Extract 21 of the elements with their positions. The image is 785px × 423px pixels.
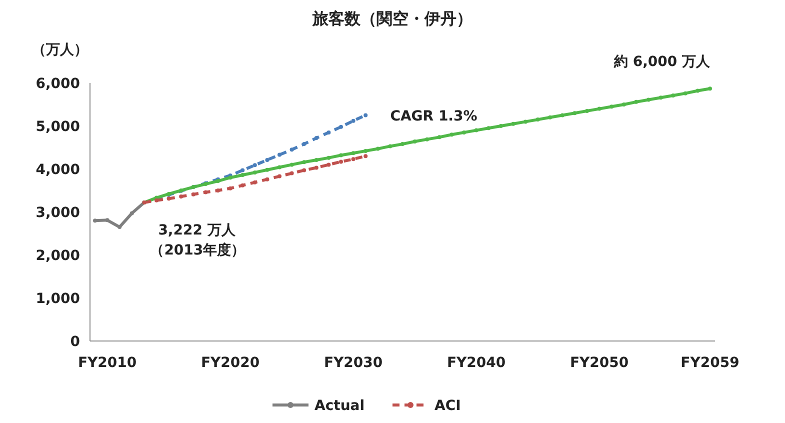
x-tick-label: FY2010 bbox=[78, 355, 137, 371]
legend-label: ACI bbox=[434, 398, 461, 414]
y-tick-label: 2,000 bbox=[36, 248, 80, 264]
y-tick-label: 0 bbox=[70, 334, 80, 350]
y-tick-label: 6,000 bbox=[36, 76, 80, 92]
legend-label: Actual bbox=[314, 398, 365, 414]
y-tick-label: 4,000 bbox=[36, 162, 80, 178]
x-tick-label: FY2030 bbox=[324, 355, 383, 371]
x-tick-label: FY2020 bbox=[200, 355, 260, 371]
x-tick-label: FY2050 bbox=[570, 355, 629, 371]
text: 約 6,000 万人 bbox=[612, 54, 711, 70]
annotation: （2013年度） bbox=[150, 242, 246, 259]
x-tick-label: FY2059 bbox=[680, 355, 740, 371]
y-axis-title: （万人） bbox=[32, 42, 88, 58]
y-tick-label: 5,000 bbox=[36, 119, 80, 135]
y-tick-label: 3,000 bbox=[36, 205, 80, 221]
annotation: 3,222 万人 bbox=[158, 222, 236, 239]
annotation: CAGR 1.3% bbox=[390, 108, 478, 125]
y-tick-label: 1,000 bbox=[36, 291, 80, 307]
x-tick-label: FY2040 bbox=[446, 355, 506, 371]
chart-title: 旅客数（関空・伊丹） bbox=[312, 9, 472, 28]
